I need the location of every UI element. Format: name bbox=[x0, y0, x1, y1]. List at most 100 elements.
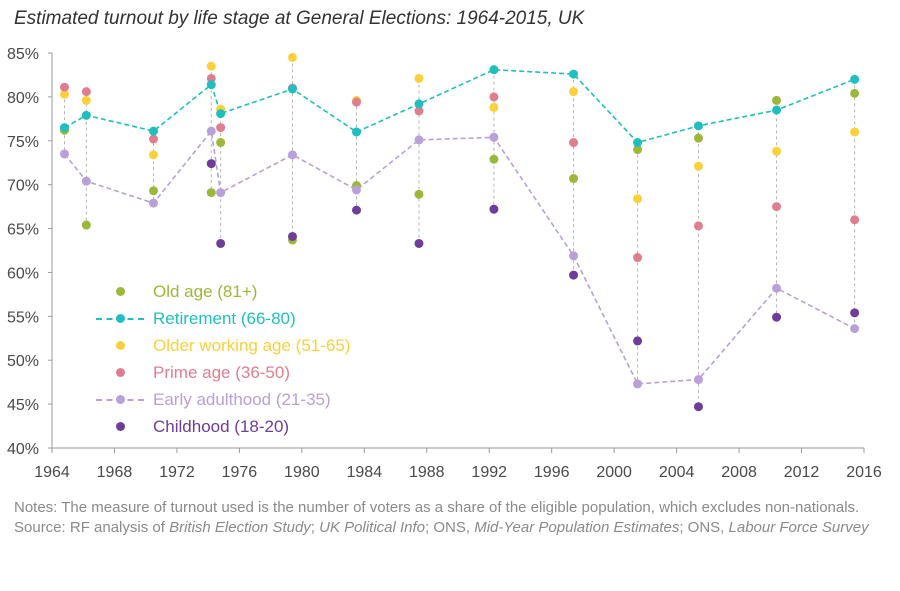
chart-legend: Old age (81+) Retirement (66-80) Older wor… bbox=[96, 278, 350, 440]
legend-item: Retirement (66-80) bbox=[96, 305, 350, 332]
chart-title: Estimated turnout by life stage at Gener… bbox=[14, 8, 585, 29]
data-point bbox=[772, 312, 782, 322]
x-tick-label: 2016 bbox=[846, 464, 882, 481]
data-point bbox=[569, 270, 579, 280]
data-point bbox=[414, 189, 424, 199]
data-point bbox=[206, 188, 216, 198]
data-point bbox=[569, 251, 579, 261]
legend-label: Childhood (18-20) bbox=[153, 416, 290, 436]
data-point bbox=[206, 61, 216, 71]
x-tick-label: 2012 bbox=[784, 464, 820, 481]
x-tick-label: 1980 bbox=[284, 464, 320, 481]
data-point bbox=[216, 238, 226, 248]
data-point bbox=[850, 127, 860, 137]
data-point bbox=[414, 99, 424, 109]
data-point bbox=[414, 73, 424, 83]
y-tick-label: 55% bbox=[7, 309, 39, 326]
data-point bbox=[81, 110, 91, 120]
data-point bbox=[693, 161, 703, 171]
data-point bbox=[850, 88, 860, 98]
x-tick-label: 1992 bbox=[471, 464, 507, 481]
source-mype: Mid-Year Population Estimates bbox=[474, 519, 680, 536]
data-point bbox=[352, 97, 361, 107]
data-point bbox=[149, 134, 158, 144]
data-point bbox=[489, 204, 499, 214]
legend-dot bbox=[116, 422, 125, 431]
y-tick-label: 70% bbox=[7, 178, 39, 195]
legend-dot bbox=[116, 314, 125, 323]
x-tick-label: 2000 bbox=[596, 464, 632, 481]
data-point bbox=[149, 126, 158, 136]
data-point bbox=[59, 82, 69, 92]
y-tick-label: 60% bbox=[7, 265, 39, 282]
y-tick-label: 80% bbox=[7, 90, 39, 107]
legend-dot bbox=[116, 341, 125, 350]
data-point bbox=[149, 186, 158, 196]
data-point bbox=[149, 198, 158, 208]
legend-dot bbox=[116, 287, 125, 296]
legend-swatch bbox=[96, 359, 148, 386]
data-point bbox=[772, 283, 782, 293]
y-tick-label: 45% bbox=[7, 397, 39, 414]
x-tick-label: 1964 bbox=[34, 464, 70, 481]
data-point bbox=[414, 135, 424, 145]
data-point bbox=[352, 205, 361, 215]
data-point bbox=[693, 121, 703, 131]
x-tick-label: 1972 bbox=[159, 464, 195, 481]
data-point bbox=[693, 402, 703, 412]
data-point bbox=[693, 133, 703, 143]
y-tick-label: 40% bbox=[7, 441, 39, 458]
chart-notes: Notes: The measure of turnout used is th… bbox=[14, 498, 886, 538]
legend-item: Old age (81+) bbox=[96, 278, 350, 305]
series-line bbox=[63, 129, 855, 385]
data-point bbox=[352, 185, 361, 195]
data-point bbox=[489, 102, 499, 112]
data-point bbox=[569, 174, 579, 184]
legend-item: Prime age (36-50) bbox=[96, 359, 350, 386]
y-tick-label: 50% bbox=[7, 353, 39, 370]
data-point bbox=[216, 188, 226, 198]
source-lfs: Labour Force Survey bbox=[728, 519, 869, 536]
legend-label: Early adulthood (21-35) bbox=[153, 389, 331, 409]
x-tick-label: 2008 bbox=[721, 464, 757, 481]
data-point bbox=[414, 238, 424, 248]
data-point bbox=[414, 106, 424, 116]
legend-label: Prime age (36-50) bbox=[153, 362, 291, 382]
data-point bbox=[216, 109, 226, 119]
data-point bbox=[569, 69, 579, 79]
legend-item: Childhood (18-20) bbox=[96, 413, 350, 440]
y-tick-label: 65% bbox=[7, 222, 39, 239]
data-point bbox=[850, 308, 860, 318]
series-line bbox=[64, 68, 855, 144]
data-point bbox=[81, 87, 91, 97]
y-tick-label: 75% bbox=[7, 134, 39, 151]
data-point bbox=[772, 105, 782, 115]
source-ukpi: UK Political Info bbox=[319, 519, 426, 536]
turnout-chart: 40% 45% 50% 55% 60% 65% 70% 75% 80% 85% 1964 1968 19… bbox=[7, 46, 882, 481]
legend-swatch bbox=[96, 305, 148, 332]
data-point bbox=[59, 89, 69, 99]
x-tick-label: 1984 bbox=[347, 464, 383, 481]
data-point bbox=[489, 154, 499, 164]
x-tick-label: 1976 bbox=[222, 464, 258, 481]
data-point bbox=[206, 126, 216, 136]
data-point bbox=[59, 149, 69, 159]
data-point bbox=[633, 138, 643, 148]
source-bes: British Election Study bbox=[169, 519, 311, 536]
x-tick-label: 1968 bbox=[97, 464, 133, 481]
data-point bbox=[287, 52, 297, 62]
source-sep: ; ONS, bbox=[425, 519, 475, 536]
data-point bbox=[352, 127, 361, 137]
data-point bbox=[850, 215, 860, 225]
notes-text: Notes: The measure of turnout used is th… bbox=[14, 499, 860, 516]
legend-swatch bbox=[96, 386, 148, 413]
legend-dot bbox=[116, 368, 125, 377]
data-point bbox=[693, 375, 703, 385]
data-point bbox=[206, 159, 216, 169]
data-point bbox=[149, 150, 158, 160]
legend-dot bbox=[116, 395, 125, 404]
data-point bbox=[489, 65, 499, 75]
legend-swatch bbox=[96, 332, 148, 359]
legend-swatch bbox=[96, 413, 148, 440]
data-point bbox=[850, 74, 860, 84]
